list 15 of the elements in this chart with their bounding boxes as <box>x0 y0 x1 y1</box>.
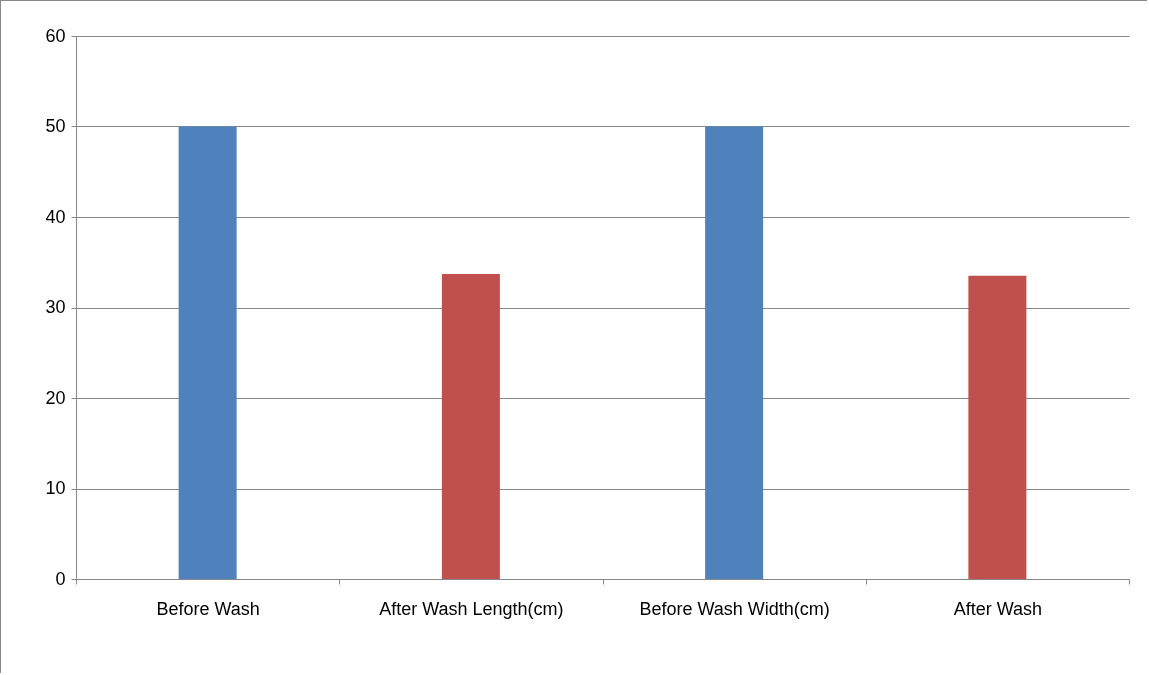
x-tick-label: After Wash Length(cm) <box>379 598 564 619</box>
y-tick-label: 60 <box>45 25 66 46</box>
x-tick-label: Before Wash <box>156 598 260 619</box>
bar <box>968 275 1027 579</box>
y-tick-label: 10 <box>45 478 66 498</box>
y-tick-label: 40 <box>45 206 66 227</box>
y-tick-label: 30 <box>45 297 66 317</box>
bar <box>705 126 764 579</box>
bar <box>178 126 237 579</box>
y-tick-label: 50 <box>45 116 66 136</box>
x-tick-label: Before Wash Width(cm) <box>639 598 830 619</box>
y-tick-label: 20 <box>45 387 66 408</box>
x-tick-label: After Wash <box>953 598 1043 619</box>
bar <box>441 274 500 579</box>
y-tick-label: 0 <box>55 568 66 589</box>
